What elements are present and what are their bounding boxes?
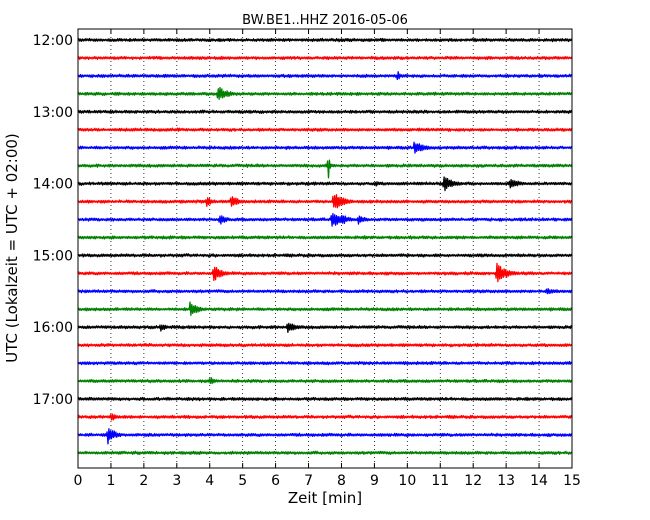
x-tick-label: 13: [497, 473, 515, 489]
trace-1615: [77, 342, 573, 348]
trace-1230: [77, 71, 573, 81]
trace-1215: [77, 55, 573, 61]
trace-1300: [77, 109, 573, 114]
trace-1745: [77, 450, 573, 456]
x-axis-label: Zeit [min]: [288, 489, 362, 507]
trace-1500: [77, 253, 573, 258]
trace-1445: [77, 235, 573, 240]
trace-1700: [77, 396, 573, 402]
x-tick-label: 9: [370, 473, 379, 489]
x-tick-label: 12: [464, 473, 482, 489]
trace-1345: [77, 159, 573, 179]
trace-1715: [77, 413, 573, 421]
y-axis: 12:00 13:00 14:00 15:00 16:00 17:00: [33, 33, 572, 408]
trace-1530: [77, 288, 573, 295]
trace-1630: [77, 360, 573, 366]
x-tick-label: 0: [74, 473, 83, 489]
x-tick-label: 7: [304, 473, 313, 489]
trace-1545: [77, 301, 573, 316]
x-tick-label: 8: [337, 473, 346, 489]
trace-1430: [77, 212, 573, 227]
trace-1515: [77, 262, 573, 283]
y-tick-label: 13:00: [33, 105, 73, 121]
x-tick-label: 5: [238, 473, 247, 489]
trace-1200: [77, 37, 573, 43]
trace-1330: [77, 141, 573, 154]
trace-group: [77, 37, 573, 456]
chart-title: BW.BE1..HHZ 2016-05-06: [242, 13, 408, 28]
y-axis-label: UTC (Lokalzeit = UTC + 02:00): [3, 133, 21, 363]
trace-1730: [77, 428, 573, 445]
plot-frame: [77, 28, 573, 469]
x-tick-label: 3: [172, 473, 181, 489]
trace-1400: [77, 176, 573, 192]
trace-1645: [77, 377, 573, 385]
y-tick-label: 17:00: [33, 392, 73, 408]
x-tick-label: 11: [431, 473, 449, 489]
trace-1415: [77, 194, 573, 209]
trace-1600: [77, 322, 573, 333]
x-tick-label: 4: [205, 473, 214, 489]
x-axis: 0 1 2 3 4 5 6 7 8 9 10 11 12 13 14 15: [74, 29, 581, 489]
trace-1315: [77, 127, 573, 132]
x-tick-label: 1: [106, 473, 115, 489]
y-tick-label: 16:00: [33, 320, 73, 336]
trace-1245: [77, 86, 573, 100]
x-tick-label: 14: [530, 473, 548, 489]
x-tick-label: 10: [398, 473, 416, 489]
x-tick-label: 6: [271, 473, 280, 489]
y-tick-label: 14:00: [33, 177, 73, 193]
x-tick-label: 15: [563, 473, 581, 489]
y-tick-label: 15:00: [33, 248, 73, 264]
x-tick-label: 2: [139, 473, 148, 489]
y-tick-label: 12:00: [33, 33, 73, 49]
